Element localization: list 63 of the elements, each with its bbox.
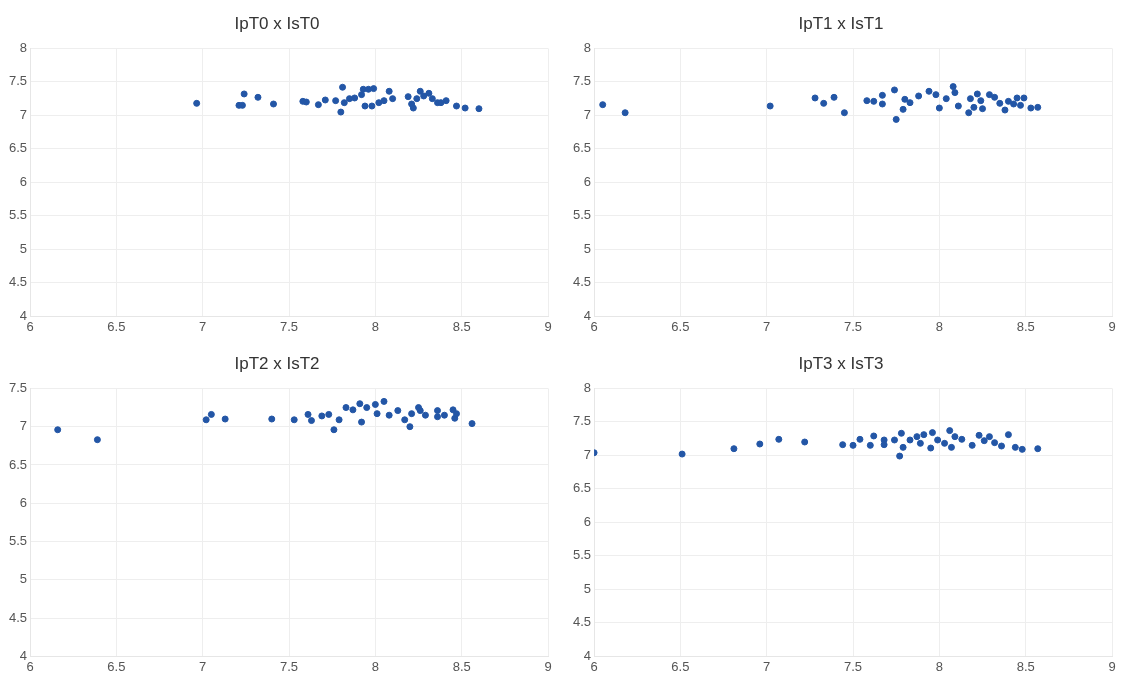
y-tick-label: 7.5 bbox=[572, 413, 592, 429]
y-tick-label: 4.5 bbox=[572, 614, 592, 630]
x-tick-label: 8 bbox=[371, 658, 379, 674]
y-tick-label: 5 bbox=[19, 571, 28, 587]
x-tick-label: 6.5 bbox=[107, 658, 126, 674]
y-tick-label: 4 bbox=[583, 647, 592, 663]
y-tick-label: 6.5 bbox=[8, 140, 28, 156]
y-tick-label: 5.5 bbox=[572, 207, 592, 223]
x-tick-label: 8 bbox=[935, 658, 943, 674]
chart-title: IpT3 x IsT3 bbox=[798, 353, 884, 373]
y-tick-label: 4.5 bbox=[8, 609, 28, 625]
y-tick-label: 5 bbox=[19, 240, 28, 256]
y-tick-label: 6 bbox=[19, 494, 28, 510]
y-tick-label: 5.5 bbox=[572, 547, 592, 563]
chart-title: IpT1 x IsT1 bbox=[798, 13, 884, 33]
y-tick-label: 6.5 bbox=[572, 140, 592, 156]
x-tick-label: 9 bbox=[544, 658, 552, 674]
y-tick-label: 4.5 bbox=[8, 274, 28, 290]
y-tick-label: 8 bbox=[583, 39, 592, 55]
y-tick-label: 7.5 bbox=[8, 379, 28, 395]
x-tick-label: 6.5 bbox=[107, 318, 126, 334]
y-tick-label: 6.5 bbox=[8, 456, 28, 472]
y-tick-label: 7.5 bbox=[8, 73, 28, 89]
y-tick-label: 4 bbox=[583, 307, 592, 323]
x-tick-label: 8 bbox=[371, 318, 379, 334]
y-tick-label: 5 bbox=[583, 240, 592, 256]
x-tick-label: 7.5 bbox=[280, 658, 299, 674]
x-tick-label: 7.5 bbox=[280, 318, 299, 334]
x-tick-label: 9 bbox=[544, 318, 552, 334]
x-tick-label: 8 bbox=[935, 318, 943, 334]
y-tick-label: 7 bbox=[19, 106, 28, 122]
y-tick-label: 7 bbox=[583, 446, 592, 462]
y-tick-label: 6 bbox=[583, 173, 592, 189]
y-tick-label: 5.5 bbox=[8, 533, 28, 549]
y-tick-label: 4 bbox=[19, 647, 28, 663]
x-tick-label: 9 bbox=[1108, 318, 1116, 334]
y-tick-label: 6 bbox=[19, 173, 28, 189]
x-tick-label: 8.5 bbox=[1016, 658, 1035, 674]
y-tick-label: 6.5 bbox=[572, 480, 592, 496]
y-tick-label: 8 bbox=[583, 379, 592, 395]
x-tick-label: 7.5 bbox=[844, 318, 863, 334]
y-tick-label: 4.5 bbox=[572, 274, 592, 290]
x-tick-label: 8.5 bbox=[452, 658, 471, 674]
y-tick-label: 7 bbox=[583, 106, 592, 122]
y-tick-label: 7.5 bbox=[572, 73, 592, 89]
chart-title: IpT2 x IsT2 bbox=[234, 353, 320, 373]
y-tick-label: 7 bbox=[19, 418, 28, 434]
y-tick-label: 5.5 bbox=[8, 207, 28, 223]
x-tick-label: 8.5 bbox=[1016, 318, 1035, 334]
y-tick-label: 5 bbox=[583, 580, 592, 596]
x-tick-label: 9 bbox=[1108, 658, 1116, 674]
x-tick-label: 7 bbox=[199, 318, 207, 334]
x-tick-label: 7 bbox=[199, 658, 207, 674]
y-tick-label: 4 bbox=[19, 307, 28, 323]
x-tick-label: 7.5 bbox=[844, 658, 863, 674]
y-tick-label: 8 bbox=[19, 39, 28, 55]
x-tick-label: 7 bbox=[763, 658, 771, 674]
x-tick-label: 6.5 bbox=[671, 318, 690, 334]
x-tick-label: 8.5 bbox=[452, 318, 471, 334]
x-tick-label: 6.5 bbox=[671, 658, 690, 674]
x-tick-label: 7 bbox=[763, 318, 771, 334]
chart-title: IpT0 x IsT0 bbox=[234, 13, 320, 33]
y-tick-label: 6 bbox=[583, 513, 592, 529]
